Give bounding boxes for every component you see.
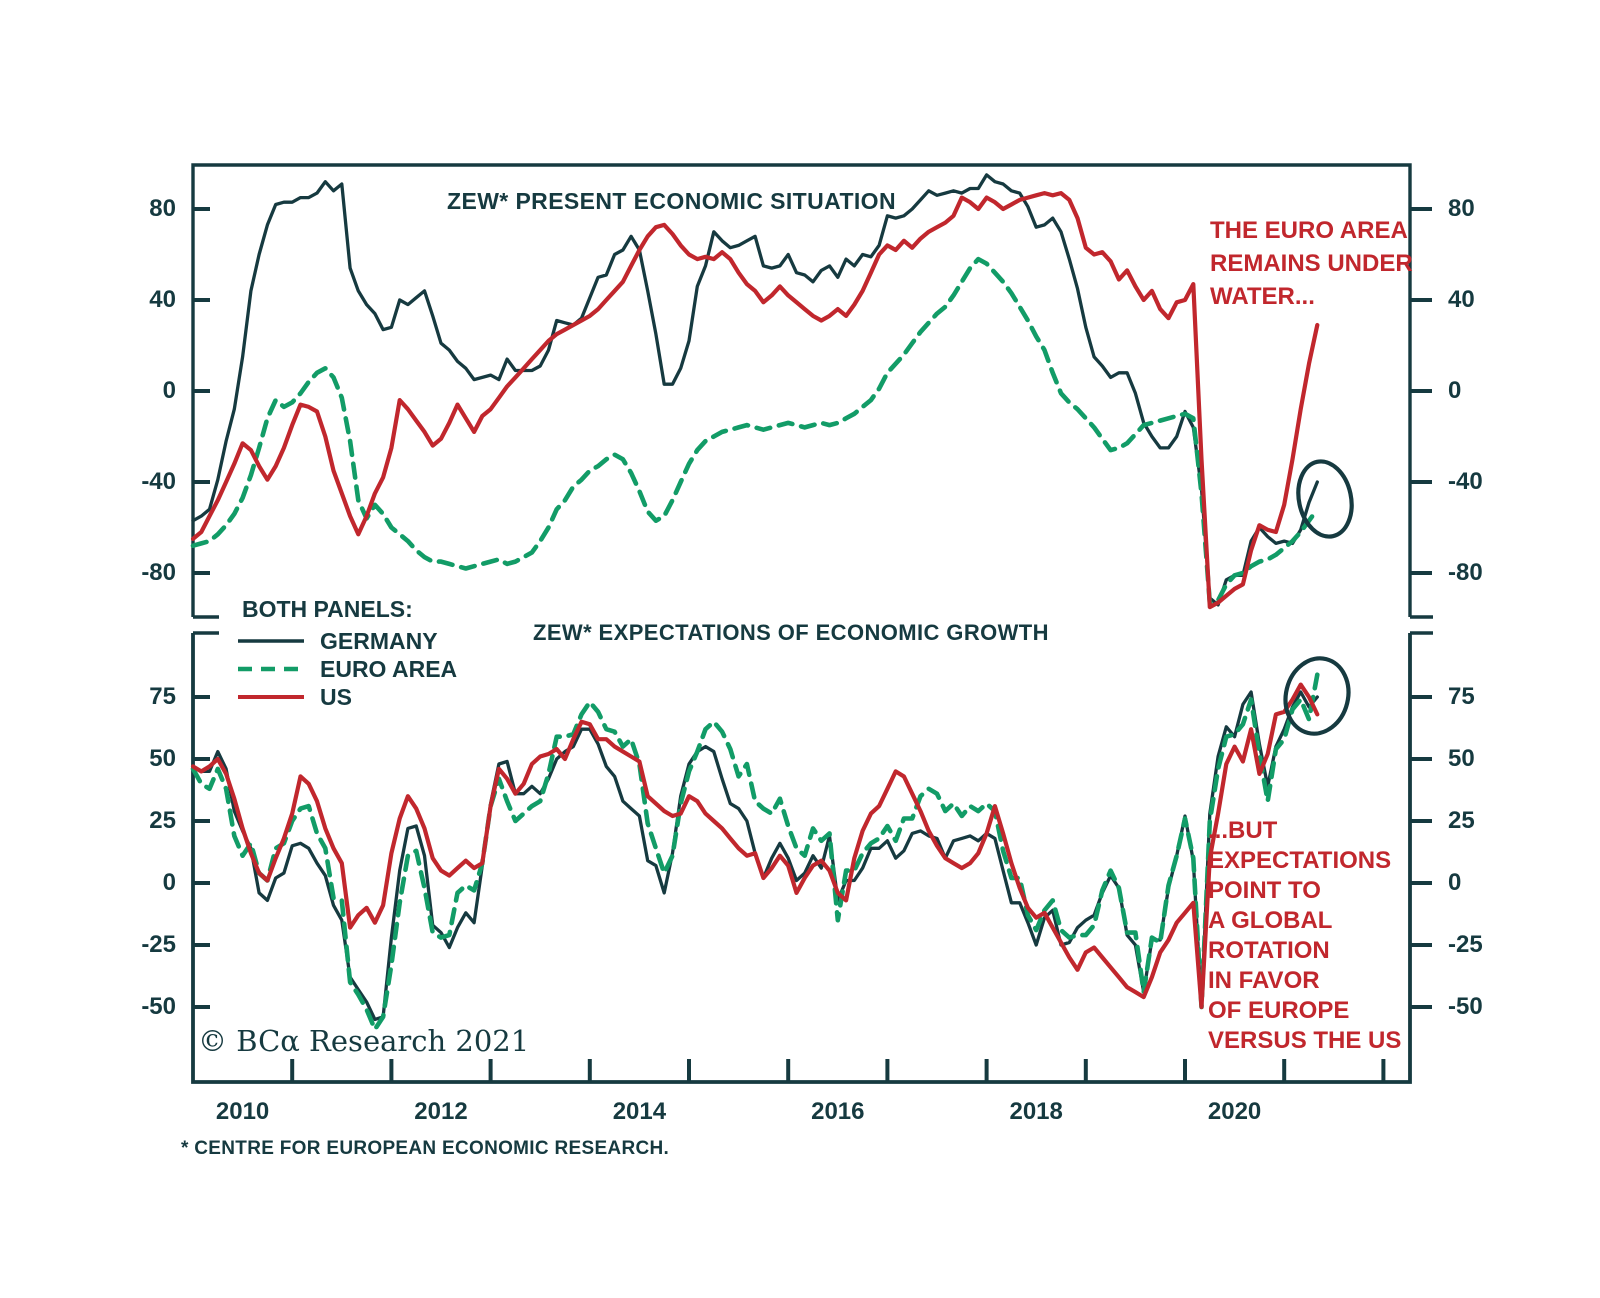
legend-title: BOTH PANELS: bbox=[242, 596, 413, 622]
bottom-panel-highlight-circle bbox=[1283, 656, 1351, 736]
euro-area-line-swatch-icon bbox=[238, 666, 304, 672]
axis-tick-label: -50 bbox=[141, 993, 176, 1020]
axis-tick-label: 2020 bbox=[1207, 1098, 1262, 1125]
legend: BOTH PANELS: GERMANY EURO AREA US bbox=[226, 590, 468, 717]
axis-tick-label: 0 bbox=[162, 377, 176, 404]
us-line-swatch-icon bbox=[238, 695, 304, 699]
axis-tick-label: -40 bbox=[1448, 468, 1483, 495]
legend-label: EURO AREA bbox=[320, 655, 458, 682]
axis-tick-label: 25 bbox=[149, 807, 176, 834]
axis-tick-label: -80 bbox=[141, 559, 176, 586]
axis-tick-label: 2014 bbox=[612, 1098, 667, 1125]
axis-tick-label: 50 bbox=[149, 745, 176, 772]
legend-item-euro-area: EURO AREA bbox=[236, 655, 457, 683]
axis-tick-label: 80 bbox=[1448, 195, 1475, 222]
axis-tick-label: 2010 bbox=[215, 1098, 270, 1125]
axis-tick-label: -25 bbox=[1448, 931, 1483, 958]
legend-label: GERMANY bbox=[320, 627, 438, 654]
axis-tick-label: 2012 bbox=[414, 1098, 468, 1125]
bottom-panel-series bbox=[190, 672, 1320, 1032]
top-panel-series bbox=[190, 173, 1320, 610]
copyright-watermark: © BCα Research 2021 bbox=[198, 1024, 530, 1058]
series-line-us bbox=[190, 191, 1320, 610]
legend-item-germany: GERMANY bbox=[236, 627, 457, 655]
axis-tick-label: 40 bbox=[149, 286, 176, 313]
annotation-global-rotation: ...BUT EXPECTATIONS POINT TO A GLOBAL RO… bbox=[1208, 817, 1402, 1054]
top-panel-title: ZEW* PRESENT ECONOMIC SITUATION bbox=[447, 188, 896, 214]
axis-tick-label: 2018 bbox=[1009, 1098, 1063, 1125]
series-line-euro-area bbox=[190, 256, 1320, 605]
germany-line-swatch-icon bbox=[238, 639, 304, 643]
axis-tick-label: 80 bbox=[149, 195, 176, 222]
axis-tick-label: -50 bbox=[1448, 993, 1483, 1020]
axis-tick-label: 75 bbox=[149, 683, 176, 710]
bottom-panel-frame bbox=[191, 633, 1412, 1084]
top-panel-highlight-circle bbox=[1296, 459, 1354, 539]
series-line-germany bbox=[191, 173, 1319, 607]
axis-tick-label: 75 bbox=[1448, 683, 1475, 710]
axis-tick-label: -80 bbox=[1448, 559, 1483, 586]
bottom-panel-title: ZEW* EXPECTATIONS OF ECONOMIC GROWTH bbox=[527, 620, 1055, 646]
axis-tick-label: 0 bbox=[1448, 377, 1462, 404]
axis-tick-label: 0 bbox=[162, 869, 176, 896]
axis-tick-label: 2016 bbox=[811, 1098, 865, 1125]
axis-tick-label: 50 bbox=[1448, 745, 1475, 772]
series-line-euro-area bbox=[190, 672, 1320, 1032]
legend-item-us: US bbox=[236, 683, 457, 711]
axis-ticks bbox=[193, 207, 1432, 1082]
axis-tick-label: -25 bbox=[141, 931, 176, 958]
legend-label: US bbox=[320, 683, 352, 710]
axis-tick-label: 25 bbox=[1448, 807, 1475, 834]
footnote: * CENTRE FOR EUROPEAN ECONOMIC RESEARCH. bbox=[181, 1138, 670, 1159]
axis-tick-label: 40 bbox=[1448, 286, 1475, 313]
axis-tick-label: 0 bbox=[1448, 869, 1462, 896]
series-line-us bbox=[190, 682, 1320, 1010]
annotation-euro-area-under-water: THE EURO AREA REMAINS UNDER WATER... bbox=[1210, 217, 1413, 310]
axis-tick-label: -40 bbox=[141, 468, 176, 495]
